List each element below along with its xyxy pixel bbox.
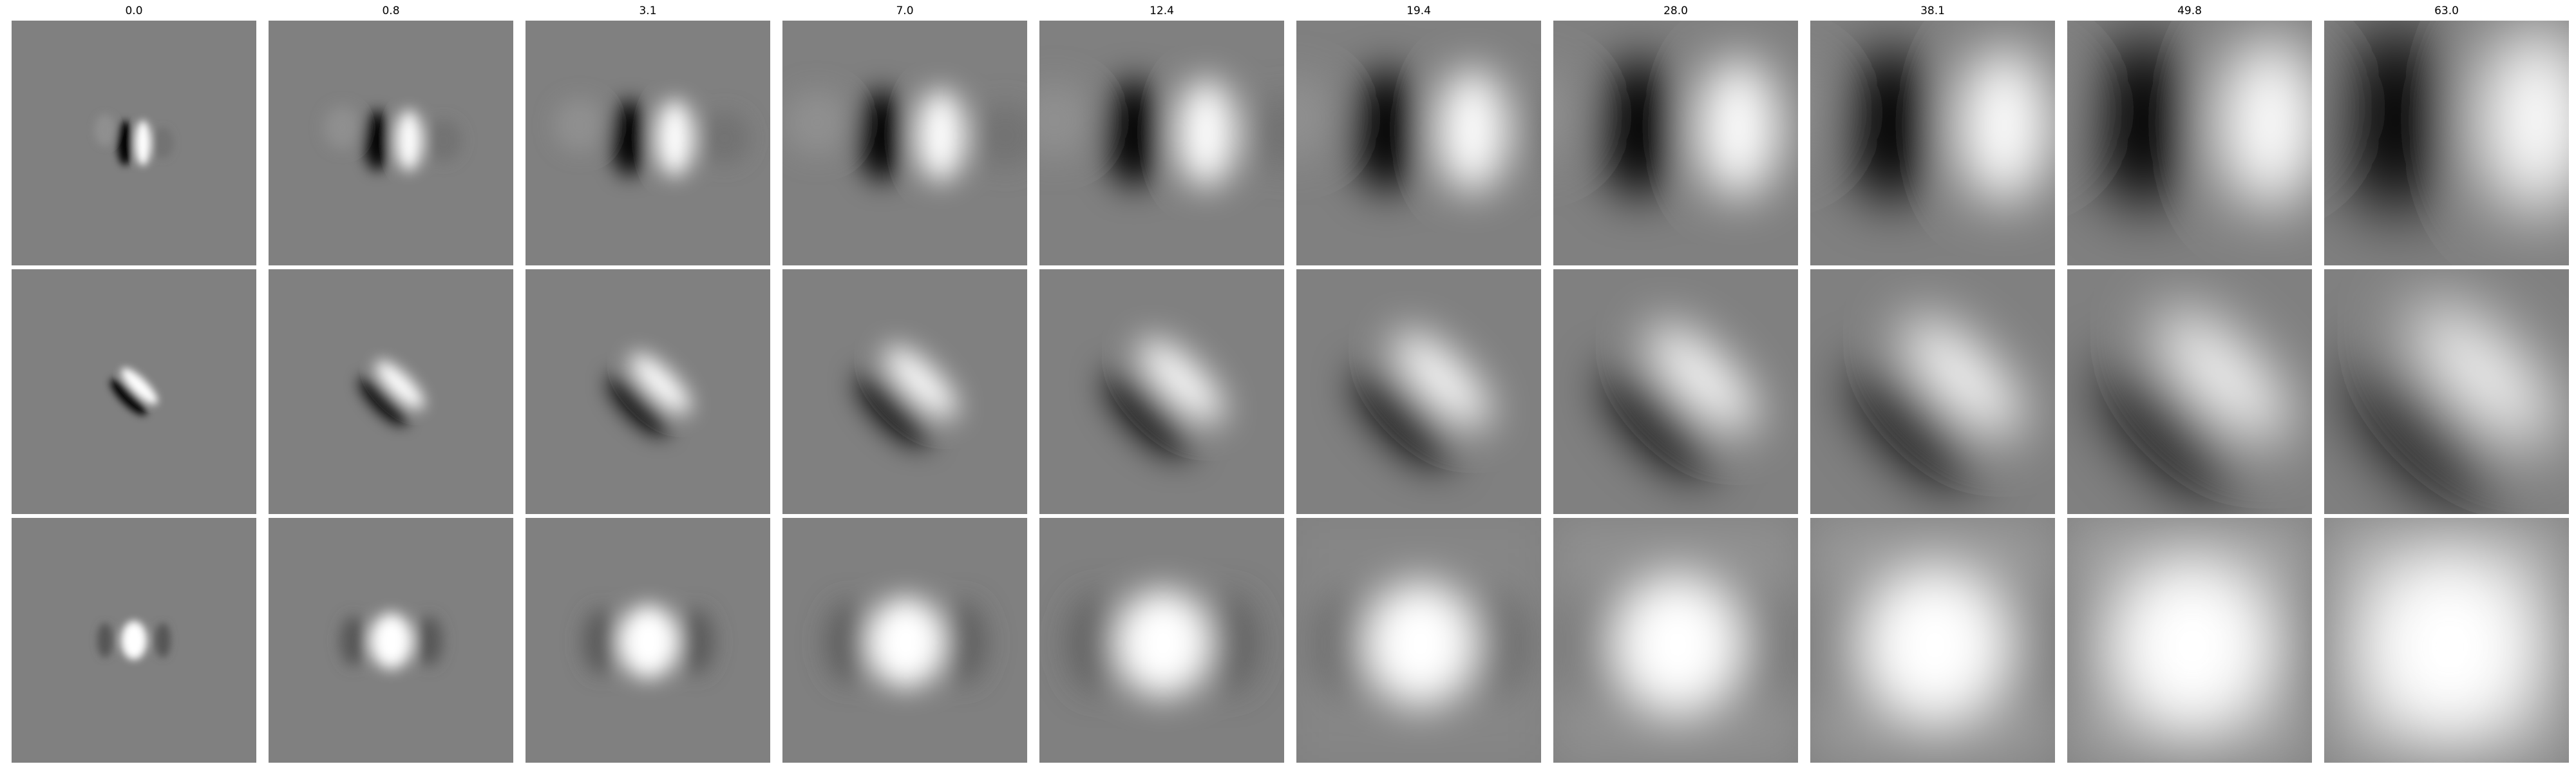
filter-response-image <box>1810 269 2055 514</box>
filter-response-image <box>1553 269 1798 514</box>
filter-response-image <box>269 518 513 763</box>
column-title: 49.8 <box>2177 5 2202 17</box>
filter-response-image <box>269 269 513 514</box>
filter-response-image <box>2067 269 2312 514</box>
filter-response-image <box>2067 518 2312 763</box>
column-title: 0.0 <box>125 5 143 17</box>
filter-response-image <box>526 21 770 265</box>
column-title: 38.1 <box>1920 5 1945 17</box>
column-title: 19.4 <box>1406 5 1431 17</box>
filter-response-image <box>1039 21 1284 265</box>
filter-response-image <box>2067 21 2312 265</box>
filter-response-image <box>526 518 770 763</box>
filter-response-image <box>2324 269 2569 514</box>
column-title: 7.0 <box>896 5 914 17</box>
filter-response-image <box>1810 518 2055 763</box>
filter-response-image <box>2324 518 2569 763</box>
column-title: 12.4 <box>1150 5 1174 17</box>
column-title: 3.1 <box>639 5 657 17</box>
filter-response-image <box>1810 21 2055 265</box>
filter-response-image <box>12 21 256 265</box>
column-title: 63.0 <box>2434 5 2459 17</box>
column-title: 0.8 <box>382 5 400 17</box>
filter-response-image <box>1296 21 1541 265</box>
filter-response-image <box>1553 21 1798 265</box>
filter-response-image <box>782 518 1027 763</box>
filter-response-image <box>269 21 513 265</box>
filter-response-image <box>1296 269 1541 514</box>
filter-response-image <box>1296 518 1541 763</box>
filter-response-image <box>782 21 1027 265</box>
filter-response-image <box>1039 269 1284 514</box>
filter-response-image <box>1553 518 1798 763</box>
filter-response-image <box>1039 518 1284 763</box>
filter-response-image <box>526 269 770 514</box>
filter-response-image <box>2324 21 2569 265</box>
filter-response-image <box>782 269 1027 514</box>
filter-response-image <box>12 269 256 514</box>
column-title: 28.0 <box>1663 5 1688 17</box>
filter-response-image <box>12 518 256 763</box>
